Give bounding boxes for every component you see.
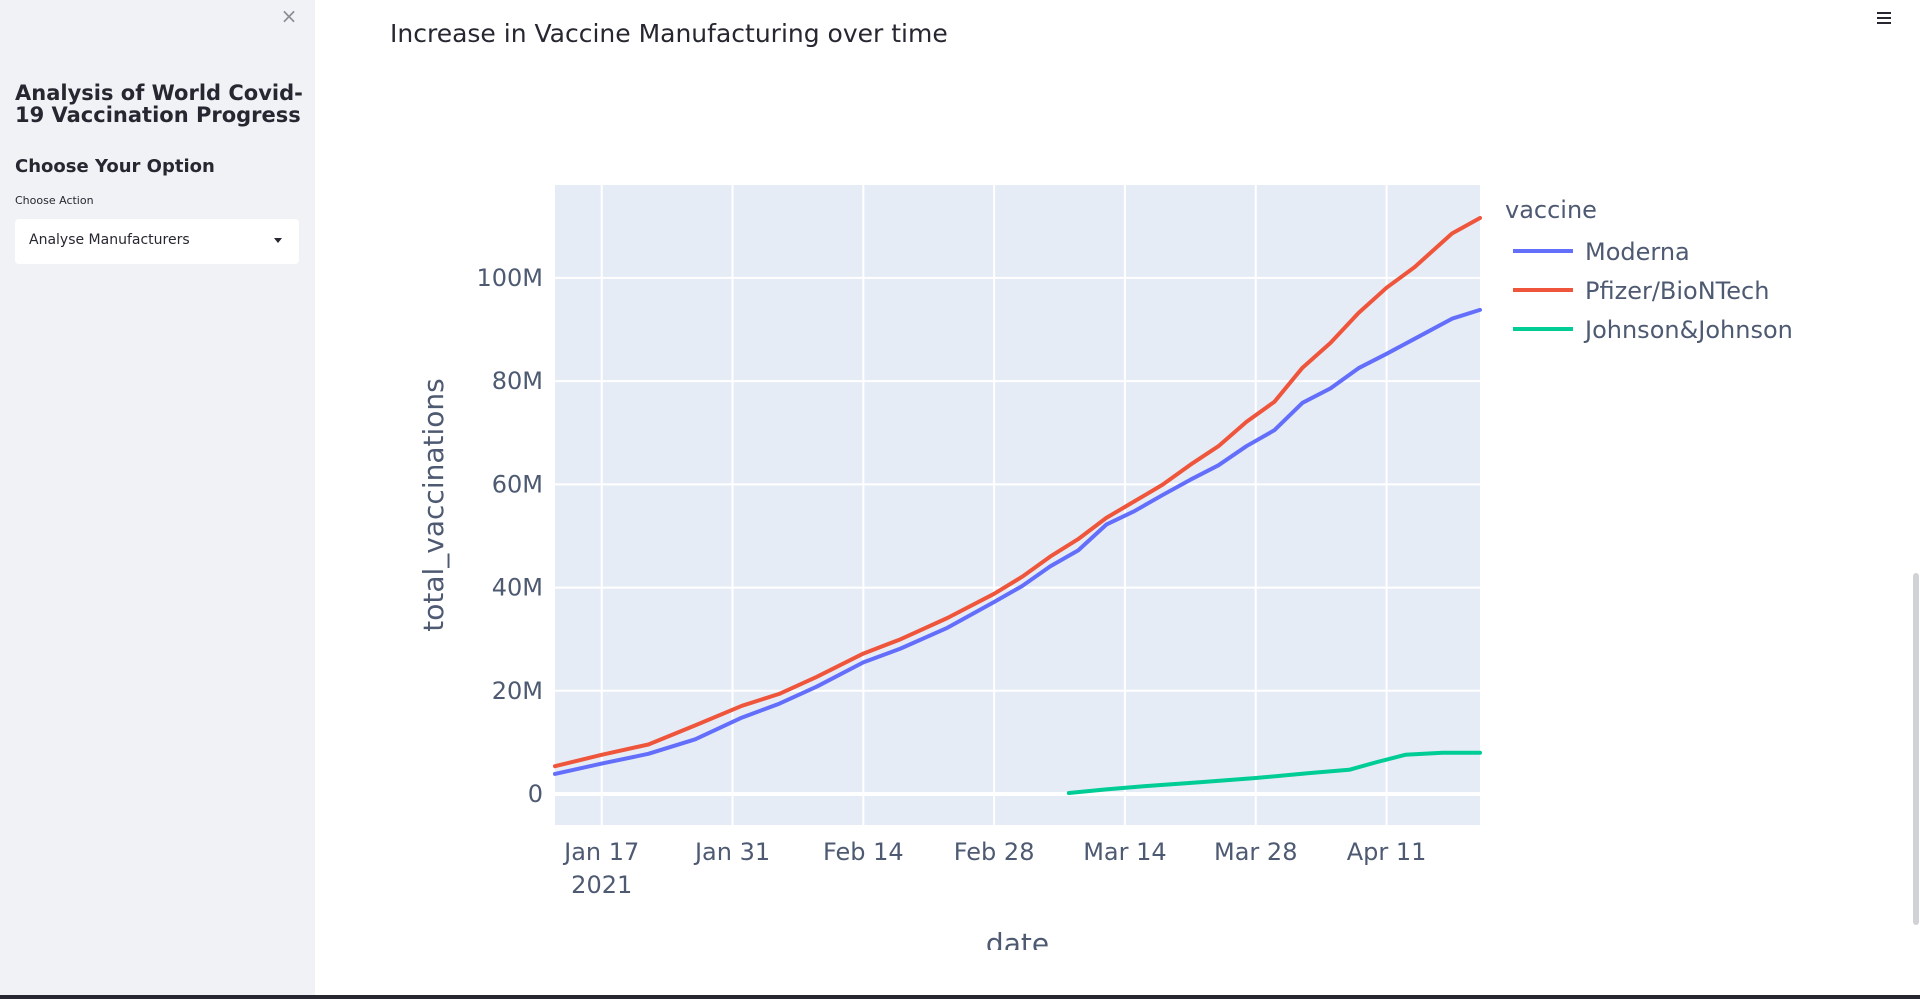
y-tick-label: 80M [492, 367, 543, 395]
line-chart: 0 20M 40M 60M 80M 100M Jan 17 2021 Jan 31 Feb 14 F… [417, 185, 1793, 950]
series-line-pfizer-biontech [553, 216, 1482, 769]
select-value: Analyse Manufacturers [29, 232, 190, 248]
y-axis-title: total_vaccinations [417, 378, 450, 631]
x-tick-label: Apr 11 [1347, 838, 1427, 866]
x-tick-label: Mar 28 [1214, 838, 1297, 866]
y-tick-label: 0 [528, 780, 543, 808]
sidebar-title: Analysis of World Covid-19 Vaccination P… [15, 81, 303, 127]
x-axis-title: date [986, 927, 1049, 950]
sidebar: × Analysis of World Covid-19 Vaccination… [0, 0, 315, 995]
x-tick-label: Mar 14 [1083, 838, 1166, 866]
hamburger-menu-icon[interactable] [1875, 10, 1893, 26]
select-label: Choose Action [15, 194, 94, 207]
bottom-border [0, 995, 1920, 999]
y-tick-label: 60M [492, 470, 543, 498]
legend-item: Johnson&Johnson [1583, 316, 1793, 344]
legend-title: vaccine [1505, 196, 1597, 224]
y-tick-label: 40M [492, 574, 543, 602]
legend-item: Moderna [1585, 238, 1690, 266]
sidebar-subheader: Choose Your Option [15, 156, 215, 177]
plot-area [555, 185, 1480, 825]
x-tick-label: Feb 28 [954, 838, 1035, 866]
legend-item: Pfizer/BioNTech [1585, 277, 1769, 305]
x-tick-label: Feb 14 [823, 838, 904, 866]
series-line-moderna [553, 307, 1482, 776]
chevron-down-icon [274, 238, 282, 243]
close-icon[interactable]: × [280, 4, 298, 28]
x-tick-sublabel: 2021 [571, 871, 632, 899]
x-tick-label: Jan 31 [693, 838, 770, 866]
x-tick-label: Jan 17 [562, 838, 639, 866]
action-select[interactable]: Analyse Manufacturers [15, 219, 299, 264]
page-title: Increase in Vaccine Manufacturing over t… [390, 19, 948, 48]
series-line-johnson-johnson [1066, 750, 1482, 795]
scrollbar-thumb[interactable] [1913, 573, 1919, 925]
y-tick-label: 100M [476, 264, 543, 292]
y-tick-label: 20M [492, 677, 543, 705]
